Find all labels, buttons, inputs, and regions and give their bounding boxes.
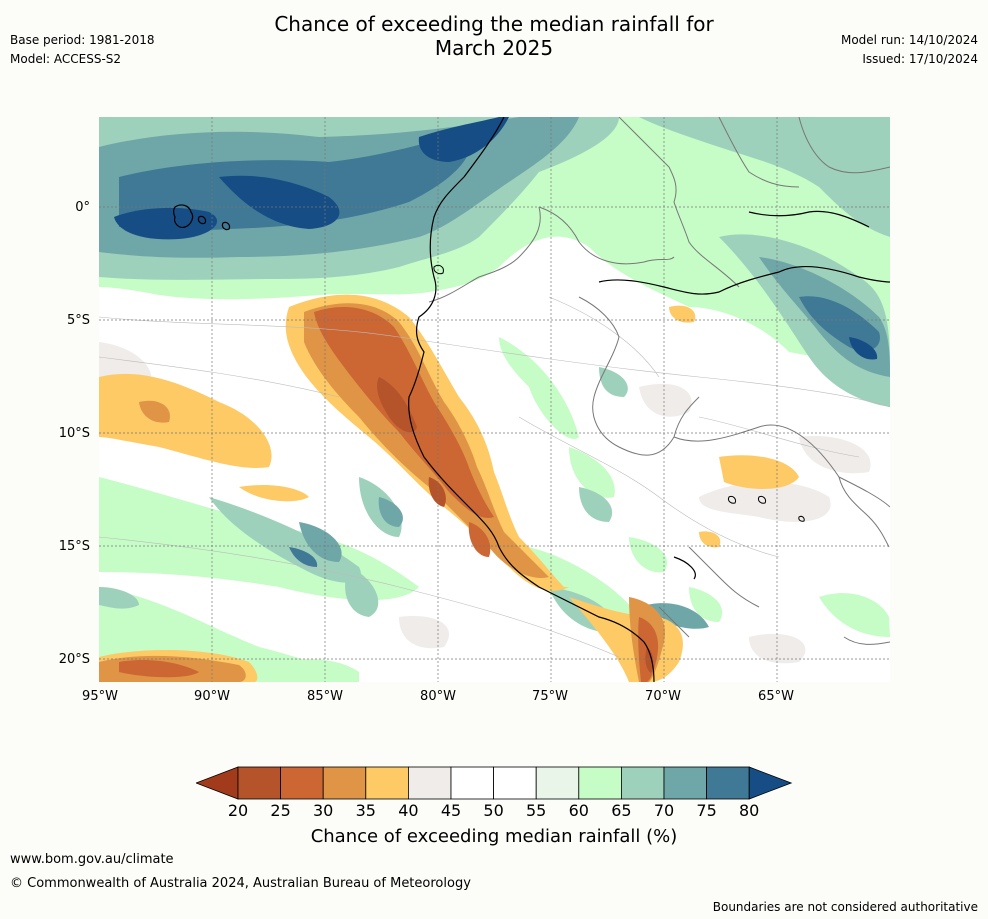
colorbar-tick-label: 55 <box>526 801 547 820</box>
lon-label-85w: 85°W <box>307 689 343 704</box>
lat-label-5s: 5°S <box>66 313 90 328</box>
colorbar-tick-label: 25 <box>270 801 291 820</box>
colorbar-tick-label: 40 <box>398 801 419 820</box>
shade-blue-75-80 <box>119 132 880 567</box>
colorbar-arrow-low <box>196 766 239 800</box>
colorbar <box>196 766 793 800</box>
title-line-1: Chance of exceeding the median rainfall … <box>274 12 714 36</box>
colorbar-tick-label: 50 <box>483 801 504 820</box>
colorbar-tick-label: 35 <box>355 801 376 820</box>
boundaries-disclaimer: Boundaries are not considered authoritat… <box>712 900 978 914</box>
issued-text: Issued: 17/10/2024 <box>862 52 978 66</box>
shade-brown-20-25 <box>377 377 654 673</box>
colorbar-tick-label: 30 <box>313 801 334 820</box>
colorbar-segment <box>407 766 452 800</box>
contour-lines <box>99 296 890 658</box>
lon-label-75w: 75°W <box>532 689 568 704</box>
model-run-text: Model run: 14/10/2024 <box>840 33 978 47</box>
lat-label-15s: 15°S <box>58 539 90 554</box>
colorbar-tick-label: 80 <box>739 801 760 820</box>
model-text: Model: ACCESS-S2 <box>10 52 122 66</box>
shade-navy-gt80 <box>114 117 878 360</box>
footer-copyright: © Commonwealth of Australia 2024, Austra… <box>10 876 471 891</box>
colorbar-tick-label: 45 <box>440 801 462 820</box>
coastline <box>172 117 890 682</box>
colorbar-segment <box>493 766 537 800</box>
lat-label-20s: 20°S <box>58 652 90 667</box>
colorbar-tick-label: 75 <box>696 801 717 820</box>
colorbar-tick-label: 20 <box>227 801 249 820</box>
small-features <box>433 264 805 522</box>
lat-label-0: 0° <box>75 200 90 215</box>
lon-label-90w: 90°W <box>194 689 230 704</box>
lon-label-80w: 80°W <box>420 689 456 704</box>
country-borders <box>428 117 890 645</box>
rainfall-probability-map <box>99 117 890 682</box>
map-title: Chance of exceeding the median rainfall … <box>0 12 988 60</box>
colorbar-segment <box>322 766 367 800</box>
colorbar-tick-label: 70 <box>653 801 675 820</box>
colorbar-segment <box>578 766 622 800</box>
lon-label-65w: 65°W <box>758 689 794 704</box>
footer-url: www.bom.gov.au/climate <box>10 852 174 867</box>
colorbar-segment <box>663 766 707 800</box>
colorbar-segment <box>535 766 580 800</box>
colorbar-segment <box>706 766 750 800</box>
lat-label-10s: 10°S <box>58 426 90 441</box>
lon-label-70w: 70°W <box>645 689 681 704</box>
colorbar-segment <box>620 766 665 800</box>
colorbar-tick-label: 60 <box>568 801 589 820</box>
colorbar-arrow-high <box>748 766 793 800</box>
colorbar-segment <box>450 766 494 800</box>
title-line-2: March 2025 <box>434 36 554 60</box>
colorbar-segment <box>280 766 324 800</box>
colorbar-tick-label: 65 <box>611 801 632 820</box>
lon-label-95w: 95°W <box>82 689 118 704</box>
colorbar-label: Chance of exceeding median rainfall (%) <box>310 826 678 847</box>
base-period-text: Base period: 1981-2018 <box>10 33 155 47</box>
colorbar-segment <box>237 766 281 800</box>
colorbar-segment <box>365 766 409 800</box>
